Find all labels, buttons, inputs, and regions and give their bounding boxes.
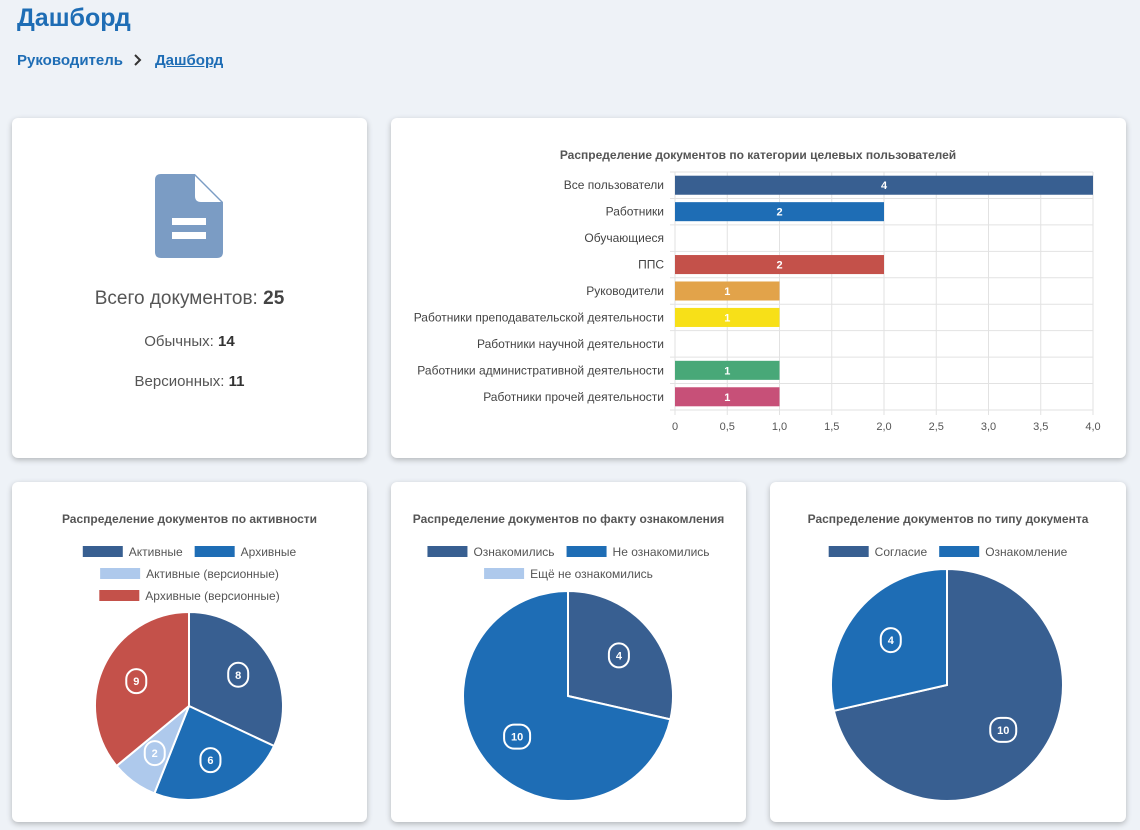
pie-value-label: 4 — [888, 635, 895, 647]
y-tick-label: Все пользователи — [564, 178, 664, 192]
legend-label[interactable]: Активные — [129, 545, 183, 559]
pie-slice[interactable] — [832, 567, 1064, 802]
total-documents-value: 25 — [263, 288, 285, 309]
legend-label[interactable]: Не ознакомились — [613, 545, 710, 559]
bar[interactable] — [675, 307, 780, 327]
legend-swatch[interactable] — [828, 546, 869, 557]
legend-swatch[interactable] — [566, 546, 607, 557]
versioned-documents-label: Версионных: — [134, 373, 225, 390]
legend-swatch[interactable] — [100, 568, 141, 579]
x-tick-label: 0 — [672, 421, 678, 433]
pie-label-badge — [879, 627, 902, 654]
versioned-documents-value: 11 — [228, 373, 245, 390]
versioned-documents: Версионных: 11 — [12, 373, 367, 390]
regular-documents-value: 14 — [218, 333, 235, 350]
pie-value-label: 2 — [152, 748, 158, 760]
document-icon — [155, 174, 223, 263]
breadcrumb-current-link[interactable]: Дашборд — [155, 52, 224, 69]
breadcrumb-root-link[interactable]: Руководитель — [17, 52, 123, 69]
legend-label[interactable]: Ещё не ознакомились — [530, 567, 653, 581]
legend-swatch[interactable] — [82, 546, 123, 557]
pie-label-badge — [143, 740, 166, 767]
y-tick-label: Работники административной деятельности — [417, 363, 664, 377]
pie-label-badge — [199, 747, 222, 774]
pie-chart-acquaintance: Распределение документов по факту ознако… — [413, 512, 725, 802]
y-tick-label: Работники научной деятельности — [477, 337, 664, 351]
x-tick-label: 2,5 — [929, 421, 944, 433]
bar-value-label: 2 — [776, 260, 782, 272]
bar[interactable] — [675, 360, 780, 380]
x-tick-label: 3,5 — [1033, 421, 1048, 433]
legend-label[interactable]: Архивные — [241, 545, 297, 559]
legend-swatch[interactable] — [99, 590, 140, 601]
pie-chart-doctype: Распределение документов по типу докумен… — [808, 512, 1089, 802]
pie-chart-title: Распределение документов по факту ознако… — [413, 512, 725, 526]
bar[interactable] — [675, 281, 780, 301]
regular-documents: Обычных: 14 — [12, 333, 367, 350]
total-documents: Всего документов: 25 — [12, 288, 367, 310]
bar[interactable] — [675, 175, 1093, 195]
pie-card-acquaintance: Распределение документов по факту ознако… — [391, 482, 746, 822]
legend-swatch[interactable] — [484, 568, 525, 579]
legend-label[interactable]: Ознакомились — [473, 545, 554, 559]
bar[interactable] — [675, 202, 884, 222]
y-tick-label: Работники преподавательской деятельности — [414, 310, 664, 324]
legend-label[interactable]: Архивные (версионные) — [145, 589, 279, 603]
pie-value-label: 10 — [997, 725, 1009, 737]
y-tick-label: Обучающиеся — [584, 231, 664, 245]
y-tick-label: Работники — [606, 205, 664, 219]
bar-value-label: 1 — [724, 365, 730, 377]
x-tick-label: 1,0 — [772, 421, 787, 433]
pie-chart-activity: Распределение документов по активности Ак… — [62, 512, 317, 801]
legend-swatch[interactable] — [427, 546, 468, 557]
total-documents-label: Всего документов: — [94, 288, 258, 309]
bar-chart-card: Распределение документов по категории це… — [391, 118, 1126, 458]
x-tick-label: 2,0 — [876, 421, 891, 433]
bar-chart-title: Распределение документов по категории це… — [560, 148, 956, 162]
legend-swatch[interactable] — [194, 546, 235, 557]
pie-label-badge — [989, 716, 1018, 743]
pie-chart-title: Распределение документов по типу докумен… — [808, 512, 1089, 526]
bar[interactable] — [675, 387, 780, 407]
bar-chart: Распределение документов по категории це… — [414, 148, 1101, 433]
bar-value-label: 1 — [724, 312, 730, 324]
pie-value-label: 6 — [207, 755, 213, 767]
pie-label-badge — [503, 723, 532, 750]
regular-documents-label: Обычных: — [144, 333, 214, 350]
pie-chart-title: Распределение документов по активности — [62, 512, 317, 526]
legend-label[interactable]: Согласие — [875, 545, 928, 559]
pie-label-badge — [125, 668, 148, 695]
pie-card-doctype: Распределение документов по типу докумен… — [770, 482, 1126, 822]
pie-value-label: 4 — [616, 650, 623, 662]
breadcrumb: Руководитель Дашборд — [17, 52, 223, 69]
summary-card: Всего документов: 25 Обычных: 14 Версион… — [12, 118, 367, 458]
y-tick-label: ППС — [638, 258, 664, 272]
page-title: Дашборд — [17, 4, 131, 32]
bar[interactable] — [675, 255, 884, 275]
x-tick-label: 3,0 — [981, 421, 996, 433]
pie-value-label: 10 — [511, 732, 523, 744]
bar-value-label: 1 — [724, 286, 730, 298]
pie-value-label: 8 — [235, 670, 241, 682]
y-tick-label: Работники прочей деятельности — [483, 390, 664, 404]
x-tick-label: 4,0 — [1085, 421, 1100, 433]
pie-label-badge — [607, 642, 630, 669]
x-tick-label: 0,5 — [720, 421, 735, 433]
bar-value-label: 2 — [776, 207, 782, 219]
pie-card-activity: Распределение документов по активности Ак… — [12, 482, 367, 822]
pie-label-badge — [227, 661, 250, 688]
chevron-right-icon — [133, 53, 143, 69]
y-tick-label: Руководители — [586, 284, 664, 298]
legend-swatch[interactable] — [939, 546, 980, 557]
bar-value-label: 1 — [724, 392, 730, 404]
x-tick-label: 1,5 — [824, 421, 839, 433]
pie-value-label: 9 — [133, 676, 139, 688]
bar-value-label: 4 — [881, 180, 888, 192]
legend-label[interactable]: Ознакомление — [985, 545, 1067, 559]
legend-label[interactable]: Активные (версионные) — [146, 567, 279, 581]
